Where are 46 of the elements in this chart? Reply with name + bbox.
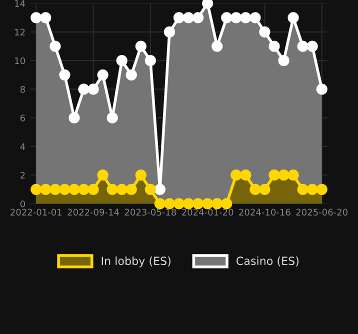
point bbox=[259, 26, 270, 38]
point bbox=[59, 69, 70, 80]
y-tick-label: 10 bbox=[15, 57, 25, 64]
point bbox=[230, 12, 242, 24]
point bbox=[68, 112, 80, 124]
point bbox=[297, 40, 308, 52]
x-tick-label: 2025-06-20 bbox=[296, 208, 348, 216]
point bbox=[40, 12, 52, 24]
x-tick-label: 2022-01-01 bbox=[10, 208, 62, 216]
point bbox=[126, 69, 137, 80]
x-tick-label: 2024-01-20 bbox=[182, 208, 234, 216]
point bbox=[78, 84, 90, 95]
point bbox=[240, 12, 252, 24]
point bbox=[192, 12, 204, 24]
point bbox=[316, 84, 328, 95]
y-tick-label: 14 bbox=[15, 0, 26, 7]
point bbox=[268, 40, 280, 52]
point bbox=[288, 12, 299, 24]
point bbox=[173, 12, 185, 24]
point bbox=[250, 12, 261, 24]
point bbox=[116, 55, 128, 66]
legend-label: Casino (ES) bbox=[236, 256, 299, 266]
point bbox=[50, 40, 61, 52]
point bbox=[97, 69, 108, 80]
legend-label: In lobby (ES) bbox=[102, 256, 170, 268]
y-tick-label: 6 bbox=[20, 114, 25, 122]
y-tick-label: 0 bbox=[20, 200, 25, 208]
y-tick-label: 12 bbox=[15, 28, 25, 36]
point bbox=[106, 112, 118, 124]
point bbox=[135, 40, 146, 52]
point bbox=[88, 84, 99, 95]
y-tick-label: 2 bbox=[20, 172, 25, 179]
point bbox=[30, 12, 42, 24]
y-tick-label: 4 bbox=[20, 143, 26, 150]
point bbox=[202, 0, 214, 9]
point bbox=[164, 26, 176, 38]
x-tick-label: 2023-05-18 bbox=[124, 208, 176, 216]
point bbox=[221, 12, 232, 24]
point bbox=[144, 55, 156, 66]
y-tick-label: 8 bbox=[20, 86, 25, 93]
point bbox=[212, 40, 223, 52]
point bbox=[306, 40, 318, 52]
x-tick-label: 2022-09-14 bbox=[68, 208, 120, 216]
x-tick-label: 2024-10-16 bbox=[239, 208, 290, 216]
point bbox=[182, 12, 194, 24]
point bbox=[278, 55, 290, 66]
